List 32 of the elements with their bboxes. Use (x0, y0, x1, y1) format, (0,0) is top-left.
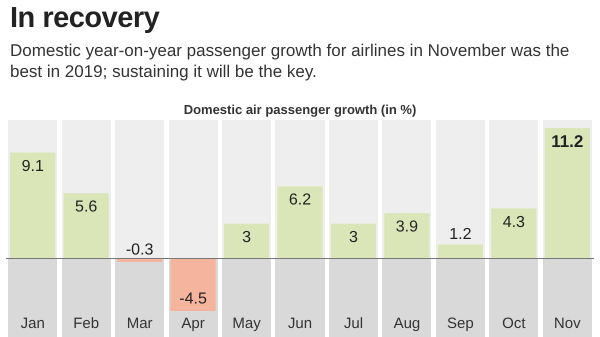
x-tick-label: Aug (394, 315, 420, 332)
bar (384, 213, 430, 259)
x-tick-label: Jul (344, 315, 364, 332)
bar (330, 224, 376, 259)
data-label: 9.1 (22, 158, 44, 175)
x-tick-label: Sep (447, 315, 474, 332)
data-label: 5.6 (75, 198, 98, 216)
bar (64, 193, 109, 259)
x-tick-label: Jun (288, 315, 312, 332)
chart-subtitle: Domestic year-on-year passenger growth for airlines in November was the best in 2019; sustaining it will be the key. (10, 40, 570, 82)
bar (224, 224, 270, 259)
x-tick-label: Mar (126, 315, 153, 332)
x-tick-label: May (232, 315, 262, 332)
y-axis-title: Domestic air passenger growth (in %) (182, 102, 418, 117)
chart-title: In recovery (10, 2, 160, 35)
data-label: 1.2 (449, 226, 472, 243)
data-label: -4.5 (179, 290, 207, 308)
data-label: 4.3 (502, 214, 526, 231)
x-tick-label: Nov (554, 315, 582, 332)
bar (170, 258, 216, 311)
bar (438, 244, 483, 259)
x-tick-label: Feb (73, 315, 100, 332)
data-label: 3 (242, 228, 252, 246)
data-label: -0.3 (126, 241, 154, 258)
x-tick-label: Oct (502, 315, 526, 332)
data-label: 3 (349, 228, 358, 246)
x-tick-label: Jan (20, 315, 45, 332)
bar (491, 208, 536, 259)
data-label: 3.9 (396, 218, 418, 236)
x-tick-label: Apr (181, 315, 205, 332)
data-label: 11.2 (551, 132, 584, 152)
data-label: 6.2 (288, 192, 312, 209)
